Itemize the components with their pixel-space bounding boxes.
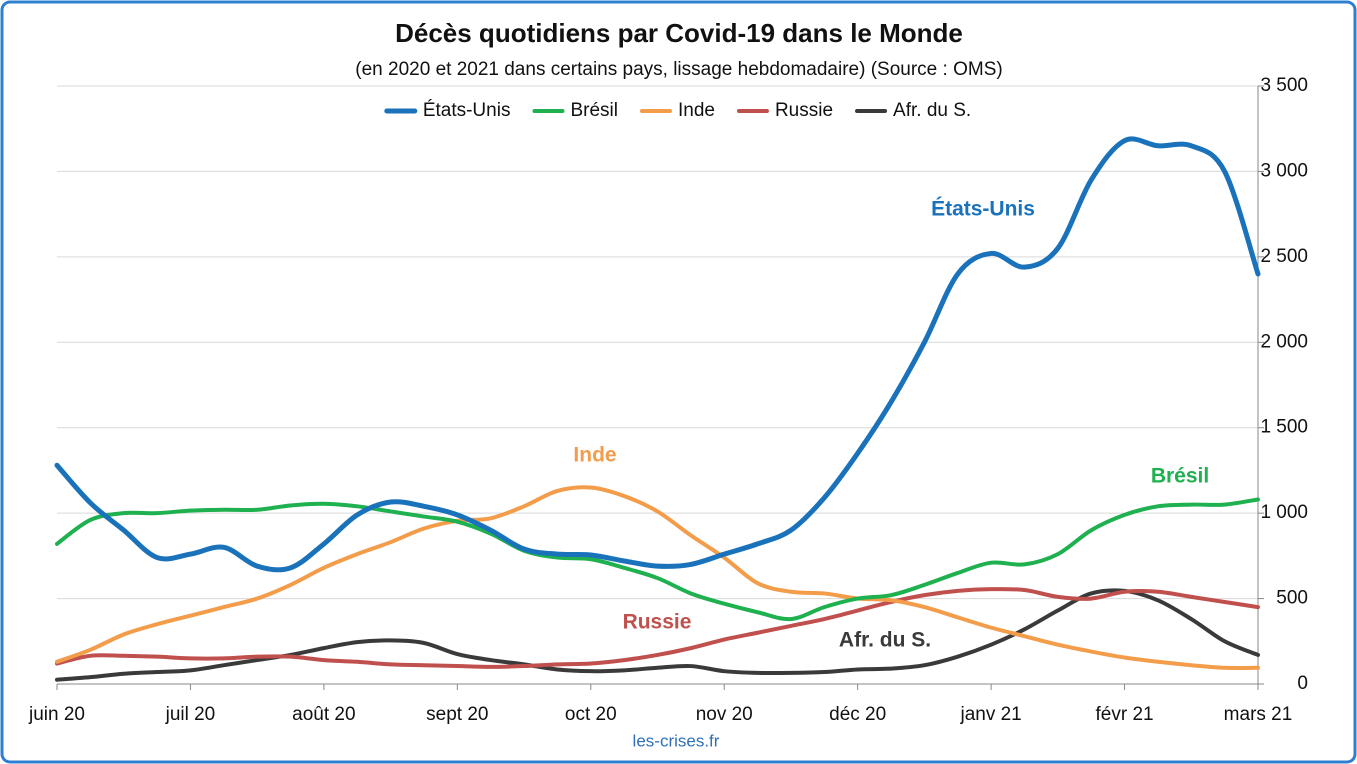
y-tick-label: 2 000 <box>1260 331 1308 352</box>
line-series <box>55 588 1260 682</box>
x-tick-label: janv 21 <box>959 704 1021 725</box>
x-tick-label: nov 20 <box>696 704 753 725</box>
y-tick-label: 1 500 <box>1260 417 1308 438</box>
annotation: États-Unis <box>931 198 1035 221</box>
annotation: Brésil <box>1151 465 1209 488</box>
legend-label: Inde <box>678 100 715 121</box>
x-tick-label: févr 21 <box>1096 704 1154 725</box>
y-tick-label: 500 <box>1276 588 1308 609</box>
annotation: Afr. du S. <box>839 629 931 652</box>
annotation: Inde <box>573 444 616 467</box>
y-tick-label: 0 <box>1297 673 1308 694</box>
line-series <box>55 485 1260 670</box>
legend-label: États-Unis <box>423 100 511 121</box>
x-tick-label: juin 20 <box>28 704 85 725</box>
x-tick-label: août 20 <box>292 704 355 725</box>
y-tick-label: 3 500 <box>1260 75 1308 96</box>
legend-label: Russie <box>775 100 833 121</box>
x-tick-label: mars 21 <box>1224 704 1293 725</box>
legend-label: Brésil <box>570 100 618 121</box>
line-series <box>55 497 1260 622</box>
x-tick-label: oct 20 <box>565 704 617 725</box>
x-tick-label: juil 20 <box>165 704 216 725</box>
x-tick-label: déc 20 <box>829 704 886 725</box>
y-tick-label: 1 000 <box>1260 502 1308 523</box>
annotation: Russie <box>623 611 692 634</box>
line-series <box>55 587 1260 669</box>
chart-title: Décès quotidiens par Covid-19 dans le Mo… <box>395 18 963 48</box>
y-tick-label: 3 000 <box>1260 160 1308 181</box>
chart-subtitle: (en 2020 et 2021 dans certains pays, lis… <box>355 59 1002 80</box>
line-series <box>54 136 1261 573</box>
x-tick-label: sept 20 <box>426 704 488 725</box>
y-tick-label: 2 500 <box>1260 246 1308 267</box>
source: les-crises.fr <box>633 731 720 750</box>
legend-label: Afr. du S. <box>893 100 971 121</box>
